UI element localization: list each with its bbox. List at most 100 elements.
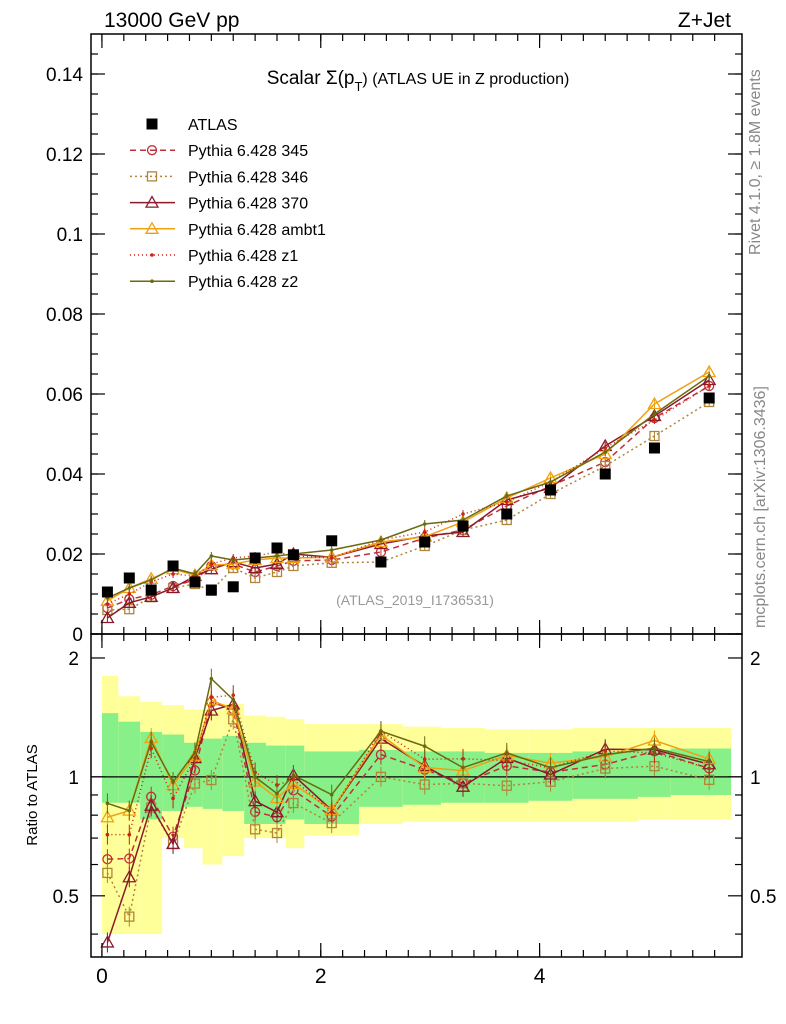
ratio-point xyxy=(375,749,387,760)
legend-marker xyxy=(144,221,160,234)
x-tick-label: 4 xyxy=(534,965,546,988)
data-point xyxy=(167,560,179,572)
analysis-id-label: (ATLAS_2019_I1736531) xyxy=(336,592,494,608)
data-point xyxy=(205,584,217,596)
legend-label: Pythia 6.428 ambt1 xyxy=(188,222,326,239)
series-point xyxy=(652,418,657,422)
series-point xyxy=(379,538,383,542)
ratio-point xyxy=(193,750,197,755)
ratio-point xyxy=(501,780,512,791)
legend-marker xyxy=(144,195,160,208)
ratio-point xyxy=(707,759,711,764)
ratio-point xyxy=(288,797,299,809)
ratio-bands xyxy=(101,676,732,935)
ratio-point xyxy=(603,752,608,757)
ratio-point xyxy=(231,697,236,702)
legend-marker xyxy=(146,171,158,182)
ratio-tick-label-left: 2 xyxy=(68,649,79,670)
series-point xyxy=(707,384,711,388)
legend-marker xyxy=(150,279,154,284)
series-point xyxy=(209,554,214,558)
ratio-point xyxy=(422,744,427,749)
series-point xyxy=(422,530,427,534)
inner-band xyxy=(202,738,223,809)
ratio-point xyxy=(105,801,110,806)
ratio-point xyxy=(504,751,509,755)
legend-marker xyxy=(150,253,154,257)
axes-ticks xyxy=(91,34,742,957)
data-point xyxy=(189,576,201,588)
series-point xyxy=(269,556,285,570)
data-point xyxy=(101,586,113,598)
main-series xyxy=(100,364,717,624)
legend-label: Pythia 6.428 346 xyxy=(188,169,308,186)
inner-band xyxy=(402,751,442,805)
series-point xyxy=(144,589,159,602)
series-point xyxy=(504,500,509,504)
data-point xyxy=(501,508,513,520)
ratio-point xyxy=(275,791,279,796)
ratio-point xyxy=(165,836,181,850)
inner-band xyxy=(118,721,141,803)
data-point xyxy=(457,520,469,532)
ratio-point xyxy=(189,778,201,789)
data-point xyxy=(648,442,660,454)
ratio-point xyxy=(422,757,427,761)
x-tick-label: 0 xyxy=(96,965,108,988)
legend-marker xyxy=(146,145,158,156)
series-point xyxy=(165,580,181,594)
ratio-point xyxy=(419,779,430,790)
series-point xyxy=(105,602,110,606)
series-point xyxy=(247,560,263,574)
series-point xyxy=(231,558,236,562)
series-point xyxy=(171,572,175,576)
series-point xyxy=(122,595,137,608)
ratio-series xyxy=(100,668,717,953)
ratio-point xyxy=(249,824,261,835)
ratio-point xyxy=(122,869,137,883)
series-point xyxy=(249,572,261,584)
y-tick-label: 0 xyxy=(72,625,83,646)
ratio-point xyxy=(253,775,257,779)
series-point xyxy=(461,512,465,516)
data-point xyxy=(249,552,261,564)
legend-label: Pythia 6.428 z2 xyxy=(188,274,298,291)
series-point xyxy=(127,586,132,590)
ratio-point xyxy=(171,796,175,801)
ratio-point xyxy=(100,935,115,948)
ratio-tick-label-right: 1 xyxy=(750,768,761,789)
ratio-point xyxy=(379,729,383,733)
data-point xyxy=(271,542,283,554)
y-tick-label: 0.08 xyxy=(46,305,83,326)
y-tick-label: 0.14 xyxy=(46,65,83,86)
ratio-point xyxy=(247,793,263,807)
mcplots-label: mcplots.cern.ch [arXiv:1306.3436] xyxy=(752,386,769,628)
legend-label: Pythia 6.428 z1 xyxy=(188,248,298,265)
ratio-point xyxy=(329,810,334,814)
y-tick-label: 0.12 xyxy=(46,145,83,166)
data-point xyxy=(545,484,557,496)
data-point xyxy=(145,584,157,596)
ratio-y-axis-label: Ratio to ATLAS xyxy=(24,744,41,845)
data-point xyxy=(419,536,431,548)
y-tick-label: 0.1 xyxy=(57,225,83,246)
chart-title-rest: ) (ATLAS UE in Z production) xyxy=(362,71,569,88)
ratio-tick-label-left: 0.5 xyxy=(53,887,79,908)
ratio-point xyxy=(144,798,159,811)
rivet-version-label: Rivet 4.1.0, ≥ 1.8M events xyxy=(747,69,764,255)
ratio-tick-label-left: 1 xyxy=(68,768,79,789)
ratio-point xyxy=(171,780,175,784)
header-right-label: Z+Jet xyxy=(678,9,731,32)
ratio-point xyxy=(548,765,553,770)
data-point xyxy=(599,468,611,480)
ratio-point xyxy=(127,832,132,837)
series-point xyxy=(226,556,241,570)
series-point xyxy=(275,554,279,558)
chart-title-subscript: T xyxy=(354,79,362,94)
ratio-point xyxy=(455,779,471,792)
series-point xyxy=(329,556,334,560)
ratio-point xyxy=(206,774,217,786)
inner-band xyxy=(285,745,305,820)
series-point xyxy=(707,374,711,378)
